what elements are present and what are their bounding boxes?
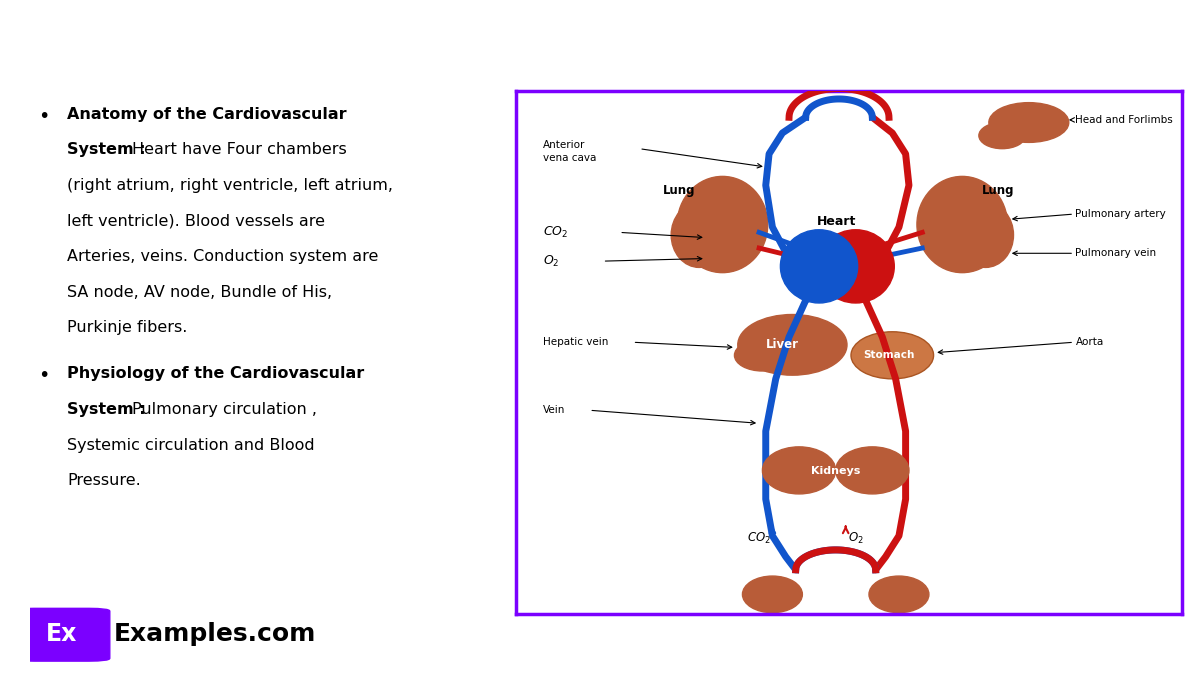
- Ellipse shape: [917, 176, 1008, 273]
- Text: Ex: Ex: [46, 622, 77, 646]
- Text: SA node, AV node, Bundle of His,: SA node, AV node, Bundle of His,: [67, 285, 332, 300]
- Ellipse shape: [671, 202, 727, 267]
- Text: •: •: [38, 367, 49, 385]
- Text: Lung: Lung: [983, 184, 1015, 197]
- Text: Pulmonary artery: Pulmonary artery: [1075, 209, 1166, 219]
- Text: Vein: Vein: [542, 405, 565, 415]
- Text: Hepatic vein: Hepatic vein: [542, 338, 608, 347]
- Ellipse shape: [743, 576, 803, 613]
- Ellipse shape: [958, 202, 1014, 267]
- Text: Stomach: Stomach: [863, 350, 914, 360]
- Text: System :: System :: [67, 402, 146, 417]
- Text: $O_2$: $O_2$: [848, 531, 864, 546]
- Text: Liver: Liver: [766, 338, 799, 352]
- Text: Lung: Lung: [662, 184, 695, 197]
- Ellipse shape: [734, 340, 791, 371]
- Ellipse shape: [738, 315, 847, 375]
- Text: System :: System :: [67, 142, 146, 157]
- Text: •: •: [38, 107, 49, 126]
- Text: Pressure.: Pressure.: [67, 473, 140, 488]
- Text: Arteries, veins. Conduction system are: Arteries, veins. Conduction system are: [67, 249, 378, 264]
- Text: Pulmonary circulation ,: Pulmonary circulation ,: [132, 402, 317, 417]
- Ellipse shape: [979, 123, 1026, 148]
- Ellipse shape: [989, 103, 1069, 142]
- Ellipse shape: [817, 230, 894, 303]
- Text: Heart have Four chambers: Heart have Four chambers: [132, 142, 347, 157]
- Text: Purkinje fibers.: Purkinje fibers.: [67, 320, 187, 335]
- Text: Heart: Heart: [817, 215, 857, 228]
- Text: (right atrium, right ventricle, left atrium,: (right atrium, right ventricle, left atr…: [67, 178, 394, 193]
- Ellipse shape: [762, 447, 835, 494]
- Ellipse shape: [835, 447, 908, 494]
- Ellipse shape: [869, 576, 929, 613]
- Text: Kidneys: Kidneys: [811, 466, 860, 477]
- Text: $CO_2$: $CO_2$: [748, 531, 772, 546]
- Text: Anterior
vena cava: Anterior vena cava: [542, 140, 596, 163]
- Text: $CO_2$: $CO_2$: [542, 225, 568, 240]
- Text: Pulmonary vein: Pulmonary vein: [1075, 248, 1157, 259]
- Text: Systemic circulation and Blood: Systemic circulation and Blood: [67, 437, 314, 453]
- Text: $O_2$: $O_2$: [542, 254, 559, 269]
- Text: Aorta: Aorta: [1075, 338, 1104, 347]
- Text: Anatomy of the Cardiovascular: Anatomy of the Cardiovascular: [67, 107, 347, 122]
- Text: Anatomy and Physiology of the Cardiovascular System: Anatomy and Physiology of the Cardiovasc…: [0, 18, 1200, 58]
- FancyBboxPatch shape: [13, 608, 110, 661]
- Ellipse shape: [851, 332, 934, 379]
- Ellipse shape: [780, 230, 858, 303]
- Ellipse shape: [677, 176, 768, 273]
- Text: Head and Forlimbs: Head and Forlimbs: [1075, 115, 1174, 125]
- Text: Physiology of the Cardiovascular: Physiology of the Cardiovascular: [67, 367, 365, 381]
- Text: left ventricle). Blood vessels are: left ventricle). Blood vessels are: [67, 213, 325, 229]
- Text: Examples.com: Examples.com: [114, 622, 317, 646]
